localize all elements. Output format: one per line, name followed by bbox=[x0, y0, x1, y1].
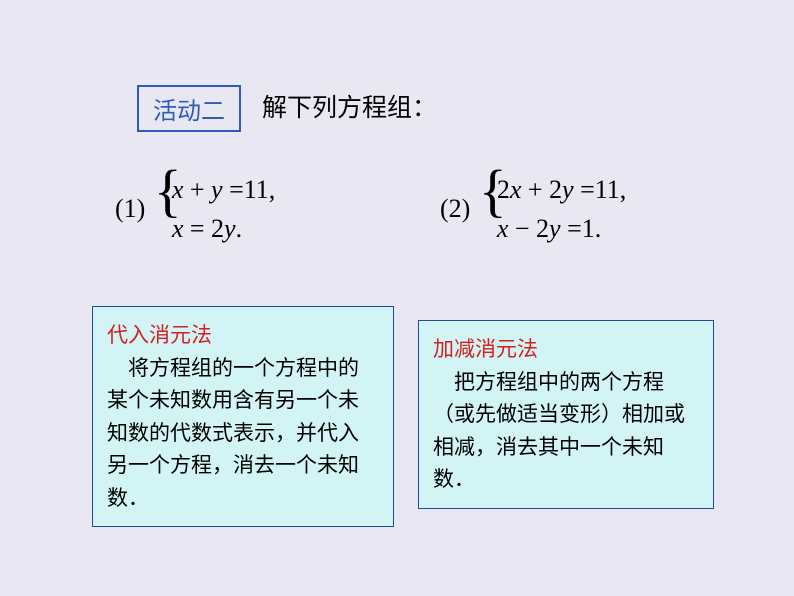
problem-1-line-1: x + y =11, bbox=[172, 170, 275, 209]
activity-label-box: 活动二 bbox=[137, 85, 241, 132]
eq-text: 2 bbox=[530, 214, 550, 243]
eq-text: 2 bbox=[205, 214, 225, 243]
problem-2-brace-wrap: { 2x + 2y =11, x − 2y =1. bbox=[479, 170, 626, 248]
eq-op: = bbox=[229, 175, 244, 204]
elimination-method-box: 加减消元法 把方程组中的两个方程（或先做适当变形）相加或相减，消去其中一个未知数… bbox=[418, 320, 714, 509]
elimination-title: 加减消元法 bbox=[433, 333, 699, 366]
eq-text: y bbox=[224, 214, 236, 243]
substitution-body: 将方程组的一个方程中的某个未知数用含有另一个未知数的代数式表示，并代入另一个方程… bbox=[107, 352, 379, 515]
substitution-method-box: 代入消元法 将方程组的一个方程中的某个未知数用含有另一个未知数的代数式表示，并代… bbox=[92, 306, 394, 527]
eq-op: = bbox=[567, 214, 582, 243]
problem-1-brace-wrap: { x + y =11, x = 2y. bbox=[154, 170, 275, 248]
eq-text: y bbox=[562, 175, 580, 204]
page-title: 解下列方程组： bbox=[262, 88, 437, 124]
substitution-title: 代入消元法 bbox=[107, 319, 379, 352]
eq-op: − bbox=[515, 214, 530, 243]
problem-2: (2) { 2x + 2y =11, x − 2y =1. bbox=[440, 170, 626, 248]
problem-2-line-1: 2x + 2y =11, bbox=[497, 170, 626, 209]
eq-text: 11, bbox=[244, 175, 276, 204]
eq-text: 11, bbox=[595, 175, 627, 204]
problem-1-label: (1) bbox=[115, 194, 145, 224]
eq-text: y bbox=[205, 175, 230, 204]
eq-op: = bbox=[580, 175, 595, 204]
activity-label: 活动二 bbox=[153, 99, 225, 125]
brace-icon: { bbox=[479, 162, 507, 220]
problem-1: (1) { x + y =11, x = 2y. bbox=[115, 170, 275, 248]
problem-2-label: (2) bbox=[440, 194, 470, 224]
eq-text: y bbox=[549, 214, 567, 243]
problem-1-line-2: x = 2y. bbox=[172, 209, 275, 248]
elimination-body: 把方程组中的两个方程（或先做适当变形）相加或相减，消去其中一个未知数． bbox=[433, 366, 699, 496]
eq-op: + bbox=[528, 175, 543, 204]
brace-icon: { bbox=[154, 162, 182, 220]
eq-op: + bbox=[190, 175, 205, 204]
eq-text: x bbox=[510, 175, 528, 204]
eq-text: 2 bbox=[543, 175, 563, 204]
eq-text: 1. bbox=[582, 214, 602, 243]
problem-2-line-2: x − 2y =1. bbox=[497, 209, 626, 248]
eq-text: . bbox=[236, 214, 243, 243]
eq-op: = bbox=[190, 214, 205, 243]
